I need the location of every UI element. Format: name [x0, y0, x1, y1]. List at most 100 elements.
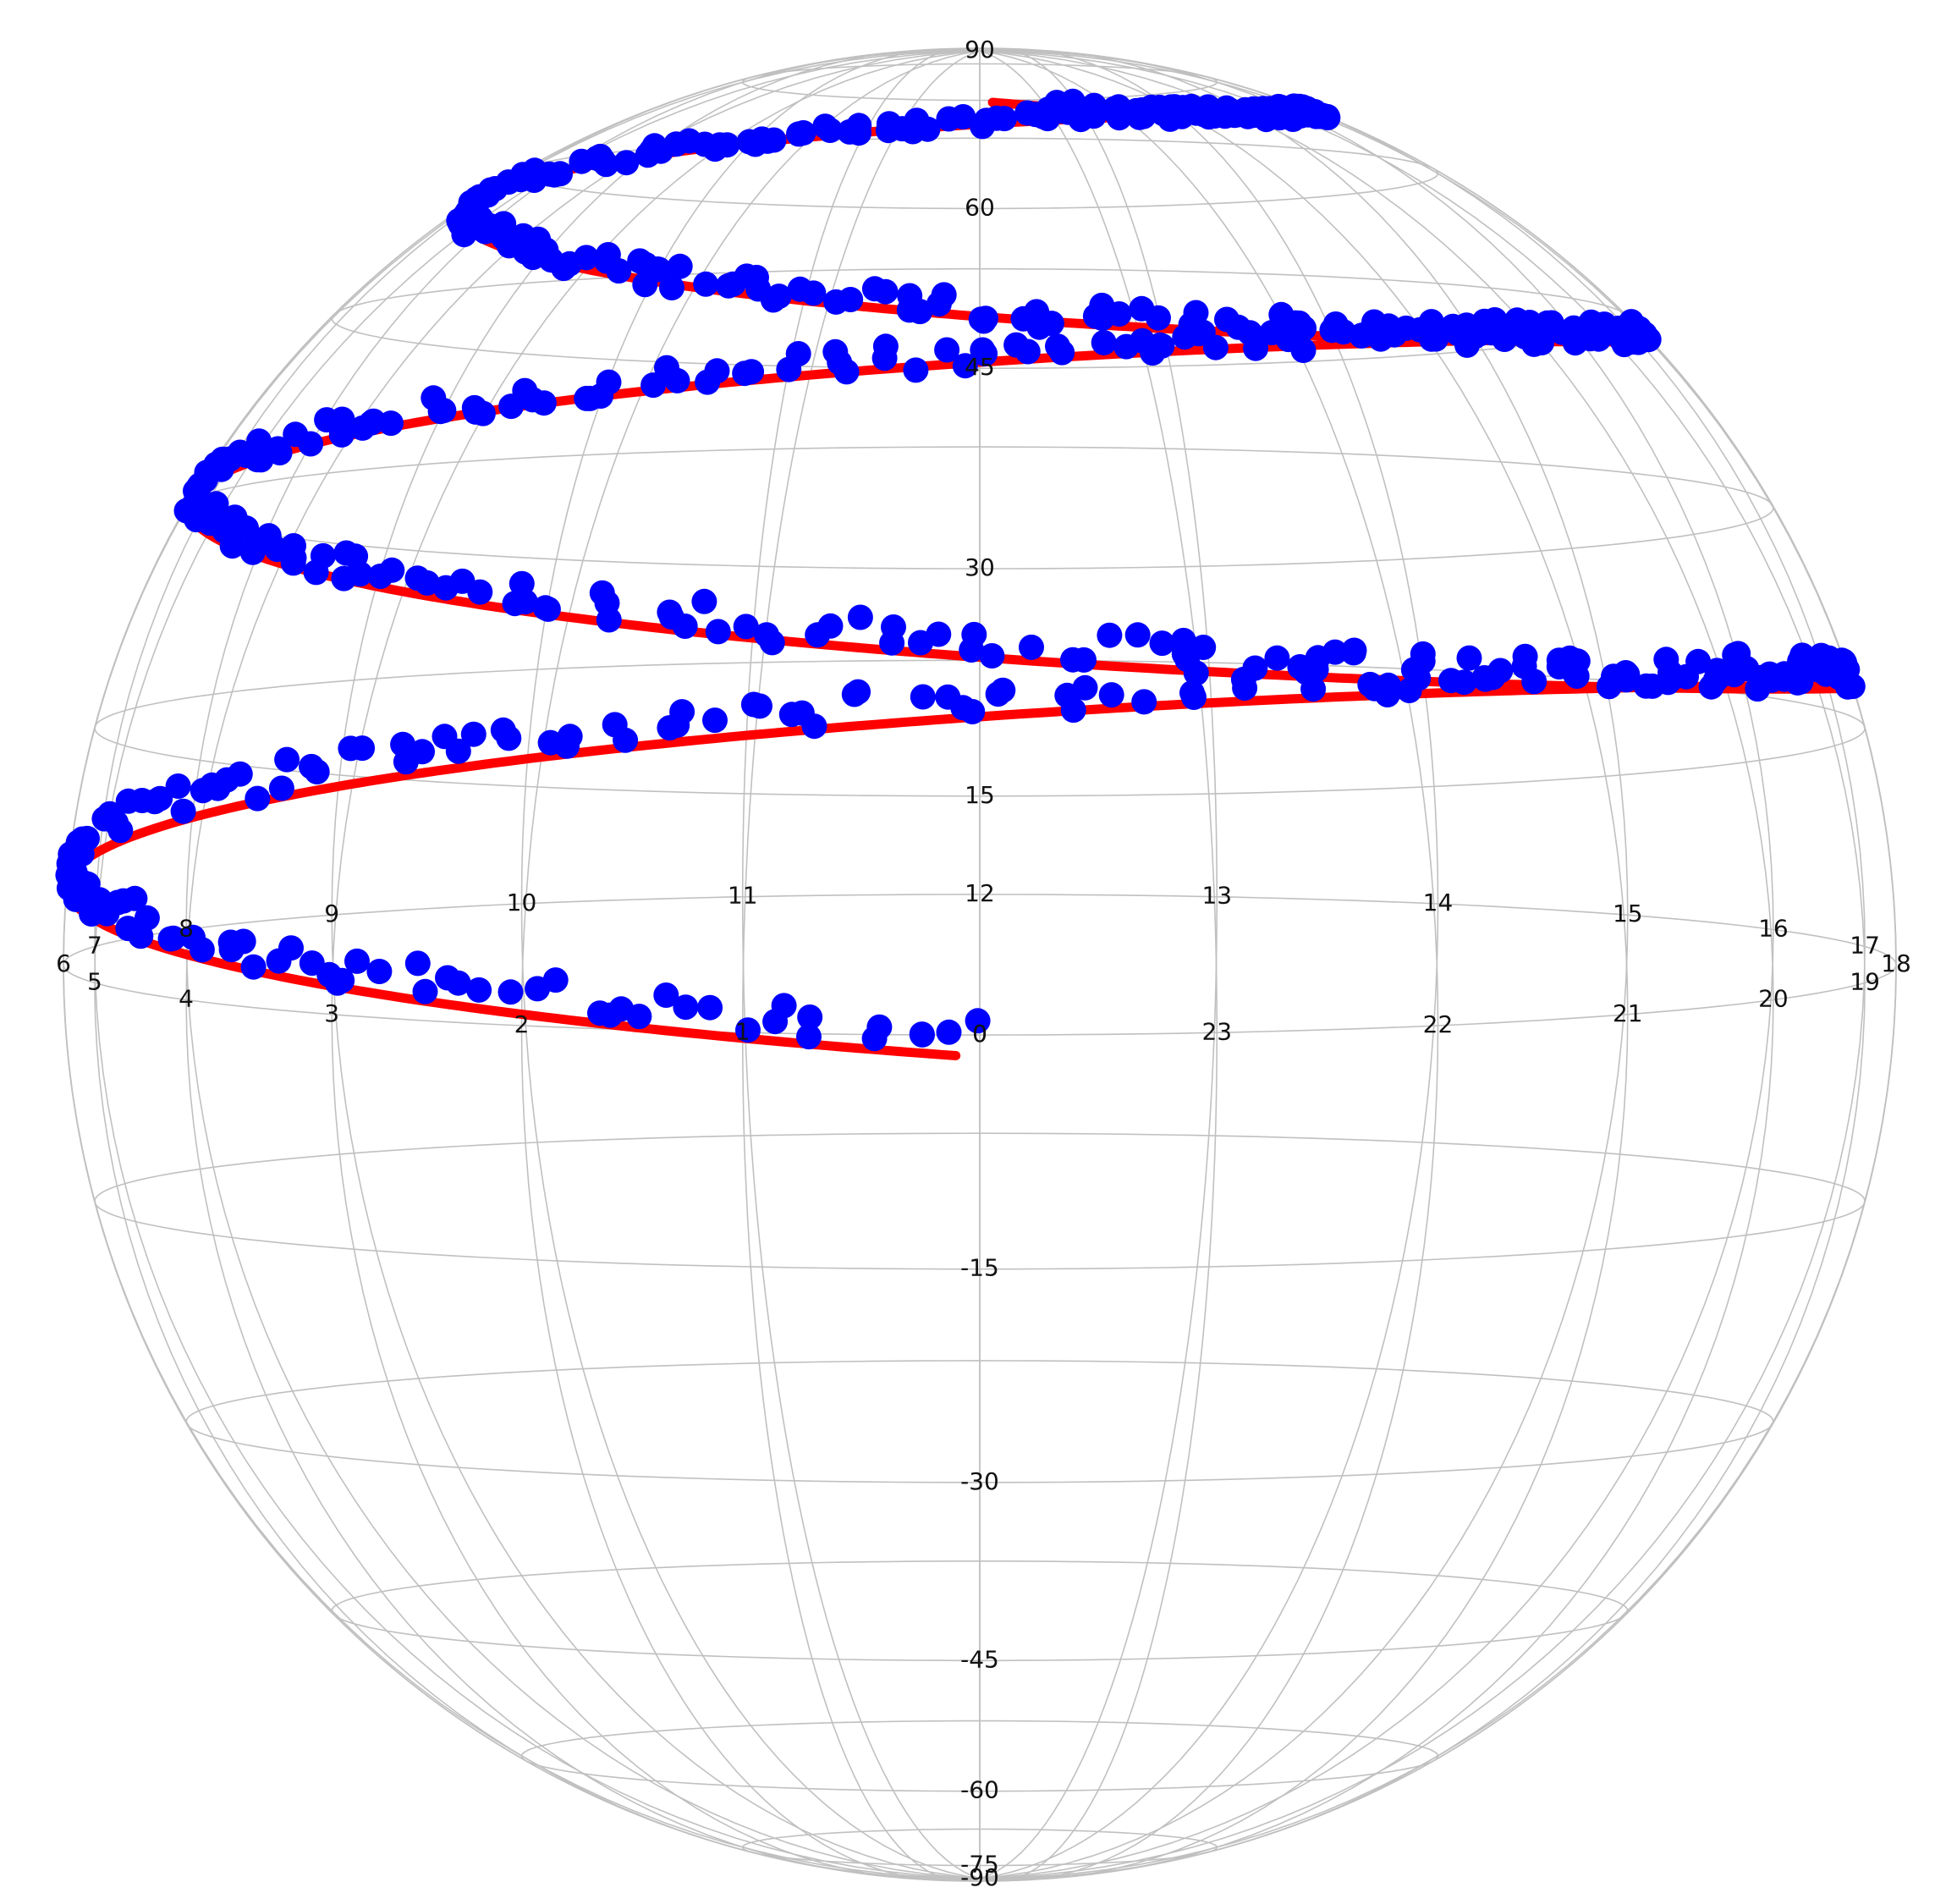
data-point	[268, 775, 294, 801]
data-point	[460, 721, 486, 747]
data-point	[965, 1008, 991, 1034]
data-point	[861, 276, 888, 302]
data-point	[1300, 676, 1327, 702]
data-point	[693, 271, 719, 297]
data-point	[910, 684, 936, 710]
data-point	[512, 377, 538, 404]
data-point	[786, 121, 811, 147]
parallel-line	[63, 894, 1897, 1036]
data-point	[298, 431, 324, 457]
data-point	[497, 979, 524, 1005]
data-point	[547, 161, 574, 187]
data-point	[1178, 311, 1204, 338]
data-point	[1471, 665, 1498, 691]
data-point	[787, 276, 813, 302]
ra-tick-label: 19	[1850, 968, 1880, 996]
data-point	[833, 359, 860, 385]
data-point	[697, 994, 723, 1021]
data-point	[1171, 641, 1197, 667]
data-point	[959, 637, 985, 663]
data-point	[1521, 331, 1547, 357]
data-point	[985, 681, 1011, 707]
data-point	[657, 599, 683, 625]
data-point	[170, 798, 196, 824]
parallel-line	[331, 1560, 1629, 1662]
data-point	[218, 937, 245, 963]
data-point	[1264, 645, 1290, 671]
data-point	[716, 272, 741, 299]
data-point	[208, 456, 234, 482]
dec-tick-label: -75	[960, 1851, 999, 1879]
data-point	[160, 925, 186, 951]
data-point	[705, 619, 731, 645]
ra-tick-label: 0	[972, 1020, 987, 1048]
data-point	[897, 283, 923, 309]
data-point	[431, 398, 457, 424]
data-point	[240, 954, 267, 980]
data-point	[490, 717, 516, 743]
ra-tick-label: 1	[735, 1017, 750, 1045]
data-point	[959, 699, 986, 724]
data-point	[1232, 675, 1258, 701]
parallel-line	[185, 1360, 1774, 1483]
data-point	[435, 965, 460, 991]
data-point	[691, 588, 717, 614]
data-point	[845, 679, 871, 705]
data-point	[1060, 647, 1086, 673]
data-point	[1614, 662, 1641, 688]
data-point	[1562, 330, 1588, 356]
data-point	[761, 127, 787, 153]
data-point	[936, 1019, 962, 1045]
data-point	[165, 773, 191, 799]
data-point	[245, 785, 271, 812]
data-point	[653, 982, 679, 1008]
parallel-line	[741, 63, 1218, 102]
data-point	[1097, 622, 1123, 648]
ra-tick-label: 23	[1201, 1017, 1232, 1045]
data-point	[239, 539, 266, 565]
data-point	[1253, 107, 1279, 133]
data-point	[762, 1009, 789, 1035]
dec-tick-label: -45	[960, 1645, 999, 1673]
data-point	[934, 337, 960, 363]
data-point	[972, 341, 998, 366]
data-point	[846, 120, 872, 146]
data-point	[1104, 102, 1130, 128]
ra-tick-label: 4	[179, 985, 194, 1013]
data-point	[702, 707, 728, 734]
data-point	[1242, 655, 1268, 681]
ra-tick-label: 10	[507, 889, 537, 916]
data-point	[613, 727, 639, 753]
ra-tick-label: 2	[514, 1010, 530, 1038]
data-point	[587, 1000, 613, 1026]
data-point	[931, 282, 957, 308]
data-point	[1045, 333, 1070, 360]
ra-tick-label: 12	[965, 879, 995, 907]
data-point	[596, 607, 622, 633]
data-point	[596, 369, 622, 395]
data-point	[695, 369, 721, 395]
data-point	[754, 622, 780, 648]
data-point	[593, 151, 619, 178]
data-point	[823, 289, 849, 315]
data-point	[1089, 305, 1115, 331]
data-point	[805, 622, 831, 648]
data-point	[595, 242, 621, 267]
data-point	[627, 248, 653, 274]
ra-tick-label: 13	[1201, 882, 1232, 910]
data-point	[1091, 329, 1117, 355]
ra-tick-label: 11	[728, 882, 758, 910]
dec-tick-labels: -90-75 -60 -45 -30 -15 0 15 30 45 60 90	[960, 36, 999, 1891]
dec-tick-label: -60	[960, 1776, 999, 1804]
data-point	[1168, 103, 1195, 129]
data-point	[801, 713, 827, 740]
ra-tick-label: 22	[1423, 1010, 1454, 1038]
data-point	[950, 104, 976, 129]
data-point	[393, 749, 419, 775]
data-point	[910, 1021, 935, 1048]
data-point	[1131, 689, 1157, 715]
dec-tick-label: 0	[972, 1020, 987, 1048]
data-point	[1444, 321, 1470, 346]
dec-tick-label: 45	[965, 353, 995, 381]
data-point	[979, 643, 1005, 669]
